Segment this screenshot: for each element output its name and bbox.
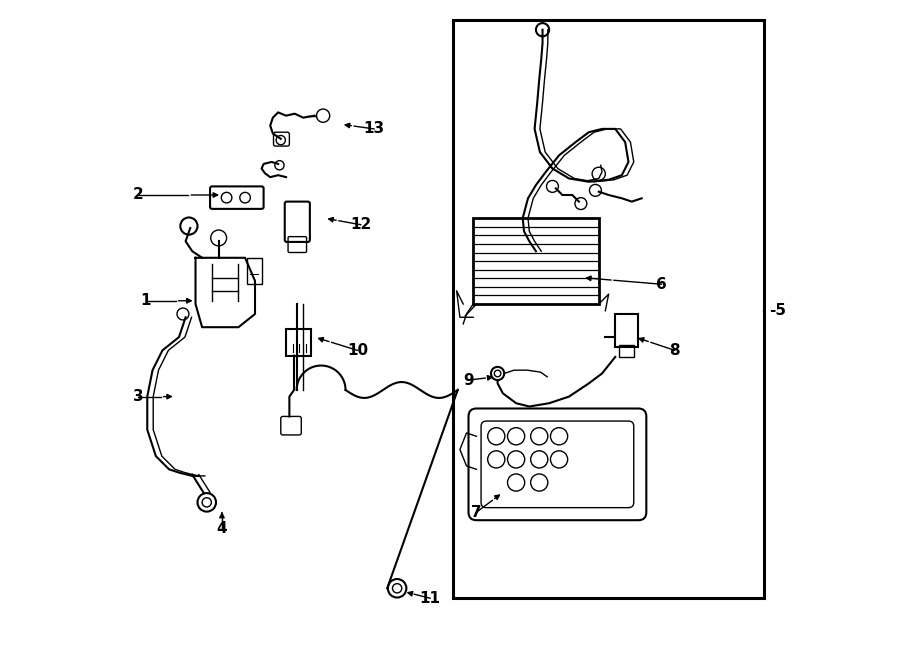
Text: 8: 8: [670, 343, 680, 358]
Bar: [619, 345, 634, 357]
Text: 13: 13: [364, 122, 384, 136]
Text: 3: 3: [132, 389, 143, 404]
Bar: [286, 329, 311, 356]
Text: -5: -5: [770, 303, 787, 318]
Text: 7: 7: [471, 505, 482, 520]
Text: 10: 10: [346, 343, 368, 358]
Bar: [454, 20, 764, 598]
Bar: [616, 314, 638, 347]
Text: 11: 11: [419, 591, 441, 605]
Bar: [248, 258, 262, 284]
Text: 1: 1: [140, 293, 151, 308]
Text: 6: 6: [656, 277, 667, 292]
Text: 9: 9: [464, 373, 473, 387]
Bar: [473, 218, 598, 304]
Text: 12: 12: [350, 217, 372, 232]
Text: 4: 4: [217, 522, 228, 536]
Text: 2: 2: [132, 188, 143, 202]
